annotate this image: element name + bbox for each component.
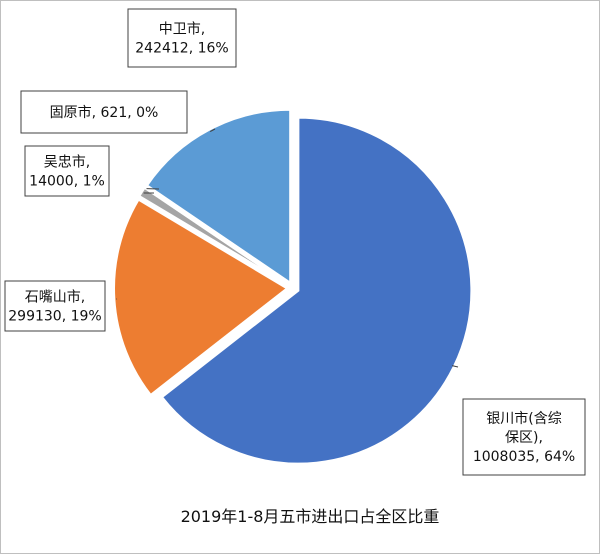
- data-label-line: 固原市, 621, 0%: [50, 104, 159, 121]
- data-label-line: 1008035, 64%: [473, 449, 575, 465]
- data-label-line: 保区),: [505, 430, 543, 446]
- data-label-line: 石嘴山市,: [25, 289, 85, 306]
- data-label-line: 299130, 19%: [8, 309, 101, 325]
- data-label-line: 银川市(含综: [486, 410, 561, 427]
- data-label-line: 242412, 16%: [135, 41, 228, 57]
- data-label-box-zhongwei: [128, 9, 236, 67]
- data-label-guyuan: 固原市, 621, 0%: [50, 104, 159, 121]
- pie-slices: [114, 110, 471, 464]
- data-label-line: 14000, 1%: [29, 174, 105, 190]
- data-label-line: 中卫市,: [159, 21, 205, 38]
- chart-title: 2019年1-8月五市进出口占全区比重: [181, 507, 440, 526]
- data-label-line: 吴忠市,: [44, 154, 90, 171]
